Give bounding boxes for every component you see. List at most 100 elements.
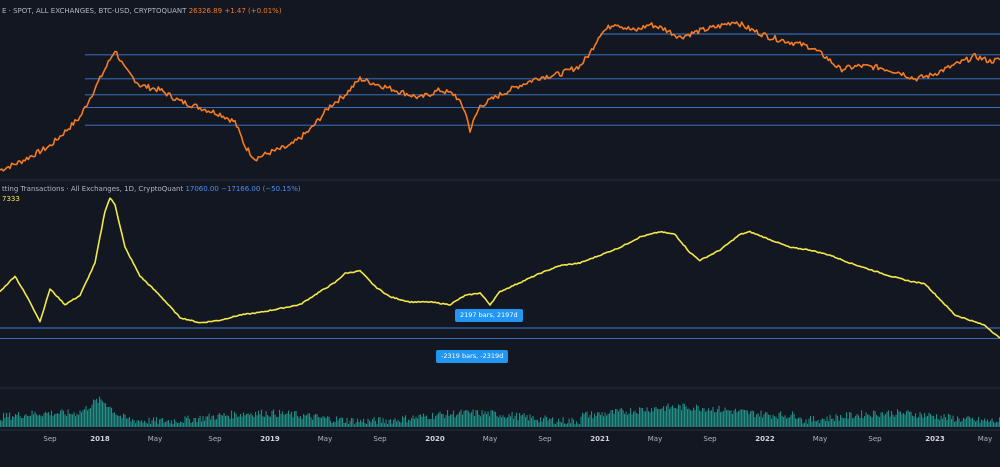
- volume-bar: [718, 405, 720, 427]
- volume-bar: [933, 415, 935, 427]
- volume-bar: [268, 416, 270, 427]
- volume-bar: [91, 404, 93, 427]
- x-tick-label: May: [482, 435, 498, 443]
- volume-bar: [687, 409, 689, 427]
- volume-bar: [886, 411, 888, 427]
- volume-bar: [15, 414, 17, 427]
- volume-bar: [877, 416, 879, 427]
- volume-bar: [334, 421, 336, 427]
- volume-bar: [322, 415, 324, 427]
- volume-bar: [342, 417, 344, 427]
- volume-bar: [553, 423, 555, 427]
- volume-bar: [337, 420, 339, 427]
- volume-bar: [894, 416, 896, 427]
- volume-bar: [309, 413, 311, 427]
- volume-bar: [324, 416, 326, 427]
- volume-bar: [240, 413, 242, 427]
- volume-bar: [625, 411, 627, 427]
- volume-bar: [615, 409, 617, 427]
- volume-bar: [874, 411, 876, 427]
- volume-bar: [982, 420, 984, 427]
- volume-bar: [781, 415, 783, 427]
- volume-bar: [364, 423, 366, 427]
- volume-bar: [774, 416, 776, 427]
- volume-bar: [457, 413, 459, 427]
- volume-bar: [787, 417, 789, 427]
- volume-bar: [883, 415, 885, 427]
- volume-bar: [450, 414, 452, 427]
- volume-bar: [343, 422, 345, 427]
- volume-bar: [556, 421, 558, 427]
- volume-bar: [106, 407, 108, 427]
- volume-bar: [946, 419, 948, 427]
- volume-bar: [124, 414, 126, 427]
- volume-bar: [489, 416, 491, 427]
- volume-bar: [735, 408, 737, 427]
- volume-bar: [459, 411, 461, 427]
- volume-bar: [460, 409, 462, 427]
- volume-bar: [871, 417, 873, 427]
- volume-bar: [996, 421, 998, 427]
- volume-bar: [666, 406, 668, 427]
- volume-bar: [396, 421, 398, 427]
- volume-bar: [766, 412, 768, 427]
- volume-bar: [153, 417, 155, 427]
- indicator-subvalue: 7333: [2, 195, 20, 203]
- volume-bar: [366, 424, 368, 427]
- volume-bar: [642, 408, 644, 427]
- volume-bar: [150, 424, 152, 427]
- volume-bar: [720, 412, 722, 427]
- measure-tag-1[interactable]: 2197 bars, 2197d: [455, 309, 523, 322]
- volume-bar: [273, 409, 275, 427]
- volume-bar: [307, 413, 309, 427]
- volume-bar: [928, 412, 930, 427]
- volume-bar: [277, 416, 279, 427]
- volume-bar: [504, 417, 506, 427]
- volume-bar: [1, 420, 3, 427]
- volume-bar: [399, 421, 401, 427]
- volume-bar: [225, 415, 227, 427]
- volume-bar: [745, 410, 747, 427]
- volume-bar: [6, 412, 8, 427]
- x-tick-label: 2021: [590, 435, 610, 443]
- volume-bar: [930, 414, 932, 427]
- volume-bar: [427, 419, 429, 427]
- volume-bar: [529, 414, 531, 427]
- volume-bar: [84, 409, 86, 427]
- volume-bar: [811, 421, 813, 427]
- volume-bar: [658, 409, 660, 427]
- volume-bar: [783, 417, 785, 427]
- volume-bar: [832, 418, 834, 427]
- volume-bar: [288, 410, 290, 427]
- volume-bar: [921, 414, 923, 427]
- volume-bar: [58, 413, 60, 427]
- volume-bar: [10, 419, 12, 427]
- volume-bar: [252, 415, 254, 427]
- volume-bar: [801, 418, 803, 427]
- volume-bar: [577, 423, 579, 427]
- volume-bar: [993, 421, 995, 427]
- volume-bar: [168, 420, 170, 427]
- volume-bar: [258, 410, 260, 427]
- volume-bar: [144, 420, 146, 427]
- volume-bar: [819, 423, 821, 427]
- volume-bar: [951, 419, 953, 427]
- volume-bar: [964, 419, 966, 427]
- volume-bar: [408, 419, 410, 427]
- volume-bar: [498, 417, 500, 427]
- measure-tag-2[interactable]: -2319 bars, -2319d: [436, 350, 509, 363]
- volume-bar: [540, 417, 542, 427]
- indicator-change: −17166.00 (−50.15%): [221, 185, 301, 193]
- volume-bar: [975, 421, 977, 427]
- volume-bar: [256, 415, 258, 427]
- volume-bar: [177, 423, 179, 427]
- volume-bar: [559, 421, 561, 427]
- volume-bar: [279, 409, 281, 427]
- volume-bar: [154, 421, 156, 427]
- volume-bar: [624, 413, 626, 427]
- volume-bar: [552, 417, 554, 427]
- volume-bar: [52, 415, 54, 427]
- volume-bar: [394, 418, 396, 427]
- volume-bar: [750, 411, 752, 427]
- volume-bar: [336, 416, 338, 427]
